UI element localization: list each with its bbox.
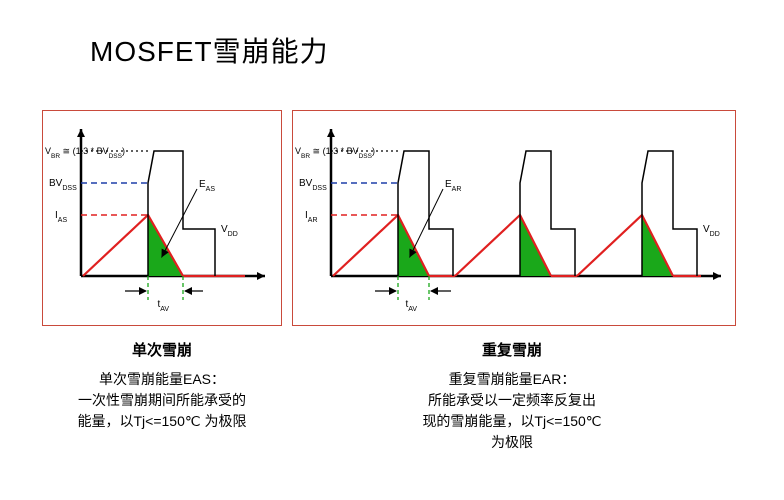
svg-text:EAS: EAS [199,179,215,193]
svg-text:tAV: tAV [406,299,418,313]
single-avalanche-chart: VBR ≅ (1.3 * BVDSS) BVDSS IAS VDD EAS tAV [42,110,282,326]
caption-single-body: 单次雪崩能量EAS： 一次性雪崩期间所能承受的 能量，以Tj<=150℃ 为极限 [42,369,282,432]
svg-text:tAV: tAV [158,299,170,313]
svg-text:BVDSS: BVDSS [299,178,327,192]
svg-text:BVDSS: BVDSS [49,178,77,192]
caption-single-title: 单次雪崩 [42,340,282,363]
svg-text:IAR: IAR [305,210,318,224]
repetitive-avalanche-chart: VBR ≅ (1.3 * BVDSS) BVDSS IAR VDD EAR tAV [292,110,736,326]
caption-repetitive-line1: 重复雪崩能量EAR： [449,371,576,387]
caption-single-line3: 能量，以Tj<=150℃ 为极限 [78,413,247,429]
svg-text:VBR ≅ (1.3 * BVDSS): VBR ≅ (1.3 * BVDSS) [45,146,125,160]
caption-repetitive-line2: 所能承受以一定频率反复出 [428,392,596,408]
caption-repetitive-body: 重复雪崩能量EAR： 所能承受以一定频率反复出 现的雪崩能量，以Tj<=150℃… [290,369,734,453]
svg-text:VDD: VDD [703,224,720,238]
svg-text:VDD: VDD [221,224,238,238]
svg-text:VBR ≅ (1.3 * BVDSS): VBR ≅ (1.3 * BVDSS) [295,146,375,160]
repetitive-avalanche-svg: VBR ≅ (1.3 * BVDSS) BVDSS IAR VDD EAR tAV [293,111,735,325]
page-title: MOSFET雪崩能力 [90,30,329,70]
svg-text:EAR: EAR [445,179,461,193]
caption-repetitive-title: 重复雪崩 [290,340,734,363]
single-avalanche-svg: VBR ≅ (1.3 * BVDSS) BVDSS IAS VDD EAS tAV [43,111,281,325]
caption-single: 单次雪崩 单次雪崩能量EAS： 一次性雪崩期间所能承受的 能量，以Tj<=150… [42,340,282,432]
caption-single-line2: 一次性雪崩期间所能承受的 [78,392,246,408]
caption-single-line1: 单次雪崩能量EAS： [99,371,225,387]
svg-text:IAS: IAS [55,210,67,224]
chart-panels: VBR ≅ (1.3 * BVDSS) BVDSS IAS VDD EAS tAV VBR… [42,110,742,326]
caption-repetitive-line4: 为极限 [491,434,533,450]
caption-repetitive: 重复雪崩 重复雪崩能量EAR： 所能承受以一定频率反复出 现的雪崩能量，以Tj<… [290,340,734,453]
caption-repetitive-line3: 现的雪崩能量，以Tj<=150℃ [422,413,601,429]
